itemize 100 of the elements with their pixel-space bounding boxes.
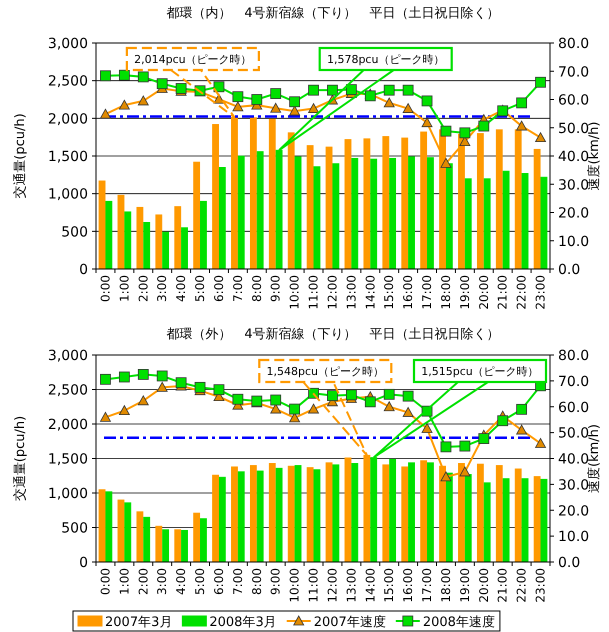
x-tick-label: 16:00 <box>401 568 416 603</box>
bar <box>332 464 340 562</box>
bar <box>540 478 548 562</box>
bar <box>496 129 503 270</box>
bar <box>484 178 491 270</box>
x-tick-label: 14:00 <box>363 275 378 310</box>
point <box>118 100 130 110</box>
point <box>327 390 338 402</box>
point <box>478 120 490 132</box>
point <box>214 81 224 92</box>
point <box>327 84 338 96</box>
x-tick-label: 9:00 <box>268 568 283 595</box>
y-tick-label: 2,500 <box>48 74 88 90</box>
legend-label: 2008年速度 <box>422 614 495 630</box>
bar <box>181 227 188 270</box>
bar <box>162 232 170 270</box>
bar <box>326 146 332 270</box>
y2-tick-label: 70.0 <box>558 374 590 390</box>
y-tick-label: 0 <box>79 262 88 278</box>
x-tick-label: 12:00 <box>325 275 340 310</box>
callout: 1,578pcu（ピーク時） <box>278 46 453 152</box>
y-tick-label: 3,000 <box>48 348 88 364</box>
x-tick-label: 0:00 <box>98 568 112 595</box>
bar <box>118 500 124 562</box>
point <box>138 395 149 406</box>
y-tick-label: 1,500 <box>48 452 88 468</box>
point <box>384 388 395 400</box>
bar <box>351 463 358 562</box>
bar <box>427 157 434 270</box>
bar <box>231 466 238 562</box>
y2-tick-label: 50.0 <box>558 426 590 442</box>
bar <box>363 454 370 562</box>
x-tick-label: 7:00 <box>230 568 245 595</box>
bar <box>105 491 112 562</box>
bar <box>200 200 207 270</box>
x-tick-label: 19:00 <box>458 568 472 603</box>
bar <box>155 214 162 270</box>
point <box>459 466 470 476</box>
point <box>516 404 528 415</box>
bar <box>351 158 358 270</box>
bar <box>212 124 219 270</box>
y-tick-label: 2,000 <box>48 417 88 433</box>
point <box>232 394 244 405</box>
point <box>422 423 432 433</box>
bar <box>212 474 219 562</box>
bar <box>401 466 408 562</box>
bar <box>118 194 124 270</box>
point <box>289 404 300 414</box>
bar <box>124 502 132 562</box>
y-axis-title: 交通量(pcu/h) <box>12 416 28 502</box>
x-tick-label: 4:00 <box>174 568 188 595</box>
bar <box>98 180 106 270</box>
point <box>100 108 111 119</box>
x-tick-label: 18:00 <box>438 275 453 310</box>
x-tick-label: 15:00 <box>382 568 396 603</box>
bar <box>174 529 182 562</box>
x-tick-label: 5:00 <box>193 275 208 302</box>
y2-tick-label: 0.0 <box>558 555 580 571</box>
point <box>478 433 490 444</box>
x-tick-label: 19:00 <box>458 275 472 310</box>
y-tick-label: 1,000 <box>48 186 88 203</box>
x-tick-label: 6:00 <box>212 275 226 302</box>
bar <box>484 482 491 562</box>
point <box>270 394 282 406</box>
x-tick-label: 16:00 <box>401 275 416 310</box>
chart-title: 都環（外） 4号新宿線（下り） 平日（土日祝日除く） <box>166 326 500 342</box>
bar <box>446 163 453 270</box>
x-tick-label: 15:00 <box>382 275 396 310</box>
bar <box>370 158 378 270</box>
point <box>100 412 111 422</box>
bar <box>502 478 510 562</box>
x-tick-label: 18:00 <box>438 568 453 603</box>
point <box>402 407 414 417</box>
bar <box>294 465 302 562</box>
bar <box>193 512 200 562</box>
y2-tick-label: 80.0 <box>558 348 590 364</box>
point <box>251 94 262 105</box>
y-tick-label: 0 <box>79 555 88 571</box>
point <box>138 96 149 106</box>
x-tick-label: 22:00 <box>514 275 529 310</box>
point <box>194 382 206 393</box>
x-tick-label: 14:00 <box>363 568 378 603</box>
bar <box>288 132 295 270</box>
bar <box>522 173 528 270</box>
y-axis-title: 交通量(pcu/h) <box>12 113 28 199</box>
x-tick-label: 11:00 <box>306 568 321 603</box>
y2-tick-label: 20.0 <box>558 206 590 222</box>
point <box>440 126 452 137</box>
x-tick-label: 3:00 <box>155 275 170 302</box>
bar <box>314 166 320 270</box>
point <box>535 76 546 88</box>
bar <box>268 463 276 562</box>
bar <box>401 138 408 270</box>
bar <box>522 478 528 562</box>
point <box>156 382 168 392</box>
y2-tick-label: 60.0 <box>558 92 590 108</box>
point <box>422 117 432 128</box>
point <box>270 102 282 113</box>
y-tick-label: 2,000 <box>48 111 88 128</box>
bar <box>238 471 245 562</box>
